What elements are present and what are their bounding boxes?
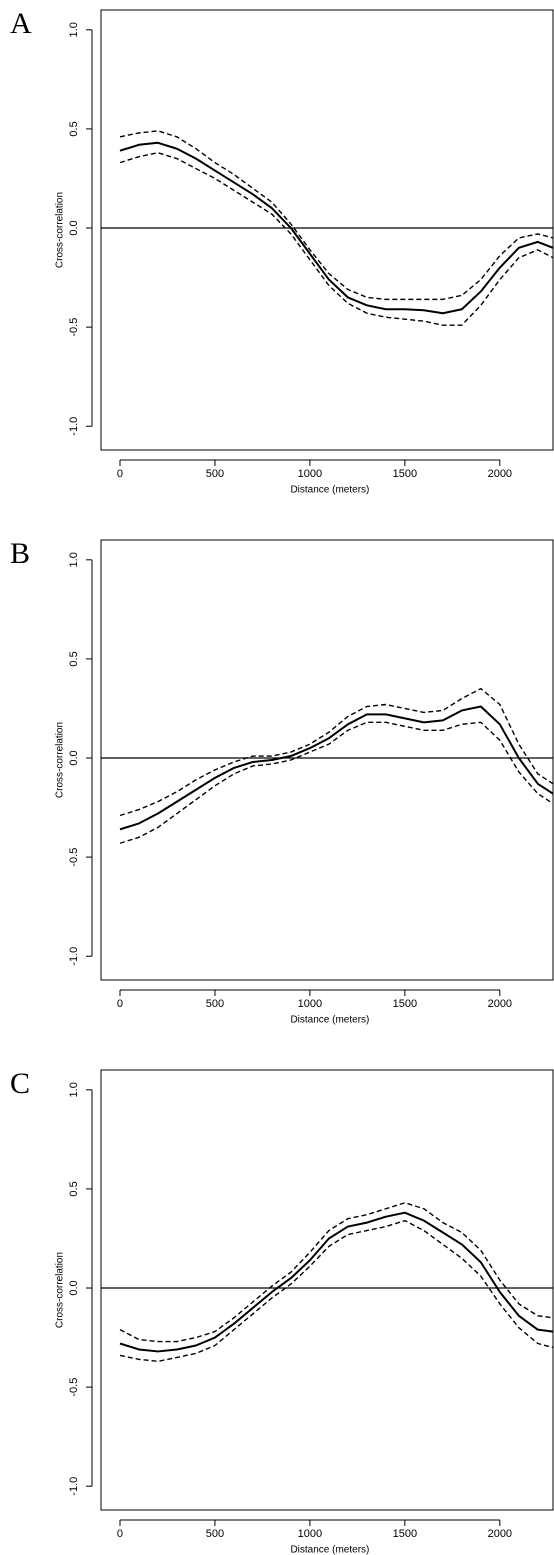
series-line [119, 687, 554, 817]
x-tick-label: 2000 [488, 1528, 512, 1540]
y-tick-label: 1.0 [68, 552, 80, 567]
y-tick-label: 0.5 [68, 1181, 80, 1196]
plot-frame [100, 1069, 554, 1511]
y-tick-label: -1.0 [68, 947, 80, 966]
x-tick-label: 0 [117, 1528, 123, 1540]
panel-label: C [10, 1067, 30, 1100]
x-tick-label: 2000 [488, 468, 512, 480]
y-tick-label: 0.0 [68, 1280, 80, 1295]
series-line [119, 705, 554, 831]
series-line [119, 1211, 554, 1353]
x-tick-label: 1500 [393, 998, 417, 1010]
x-tick-label: 0 [117, 998, 123, 1010]
x-tick-label: 2000 [488, 998, 512, 1010]
x-tick-label: 1000 [298, 1528, 322, 1540]
x-tick-label: 1500 [393, 1528, 417, 1540]
plot-frame [100, 539, 554, 981]
y-axis-label: Cross-correlation [55, 1252, 66, 1328]
panel-label: A [10, 7, 32, 40]
y-tick-label: -0.5 [68, 848, 80, 867]
series-line [119, 721, 554, 844]
x-tick-label: 500 [206, 468, 224, 480]
panel-label: B [10, 537, 30, 570]
y-tick-label: 0.0 [68, 750, 80, 765]
x-axis-label: Distance (meters) [290, 1015, 369, 1026]
series-line [119, 1219, 554, 1363]
y-tick-label: 0.5 [68, 651, 80, 666]
y-axis-label: Cross-correlation [55, 722, 66, 798]
y-tick-label: 0.0 [68, 220, 80, 235]
y-tick-label: 1.0 [68, 1082, 80, 1097]
x-axis-label: Distance (meters) [290, 485, 369, 496]
y-tick-label: 1.0 [68, 22, 80, 37]
y-tick-label: 0.5 [68, 121, 80, 136]
x-axis-label: Distance (meters) [290, 1545, 369, 1555]
series-line [119, 1202, 554, 1343]
series-line [119, 130, 554, 301]
y-tick-label: -1.0 [68, 417, 80, 436]
series-line [119, 152, 554, 326]
x-tick-label: 1000 [298, 998, 322, 1010]
plot-frame [100, 9, 554, 451]
series-line [119, 141, 554, 315]
x-tick-label: 1500 [393, 468, 417, 480]
y-axis-label: Cross-correlation [55, 192, 66, 268]
x-tick-label: 500 [206, 998, 224, 1010]
y-tick-label: -0.5 [68, 318, 80, 337]
y-tick-label: -0.5 [68, 1378, 80, 1397]
x-tick-label: 500 [206, 1528, 224, 1540]
y-tick-label: -1.0 [68, 1477, 80, 1496]
x-tick-label: 1000 [298, 468, 322, 480]
x-tick-label: 0 [117, 468, 123, 480]
